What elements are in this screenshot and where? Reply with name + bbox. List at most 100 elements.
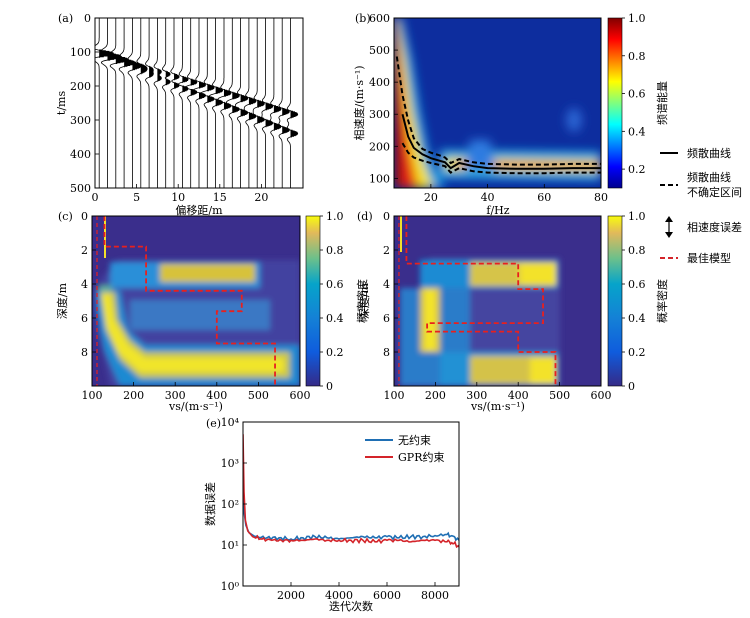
panel-e-xtick-label: 6000 xyxy=(373,589,401,602)
panel-b-series-0 xyxy=(401,113,601,170)
panel-c-ytick-label: 8 xyxy=(81,346,88,359)
panel-c-xtick-label: 400 xyxy=(206,389,227,402)
panel-a-traces xyxy=(95,18,299,188)
panel-a-xtick-label: 5 xyxy=(133,191,140,204)
panel-c-cb-label: 0.8 xyxy=(326,244,344,257)
legend-item-uncertainty-1: 频散曲线 xyxy=(687,170,731,184)
panel-a-trace-fill xyxy=(223,89,232,110)
panel-a-trace xyxy=(278,18,290,188)
legend-item-dispersion: 频散曲线 xyxy=(687,146,731,160)
panel-c-colorbar-ticks: 0 0.2 0.4 0.6 0.8 1.0 xyxy=(320,210,344,393)
panel-d-xtick-label: 400 xyxy=(508,389,529,402)
panel-a-trace xyxy=(118,18,136,188)
panel-b-ytick-label: 400 xyxy=(369,76,390,89)
panel-b-series-1 xyxy=(395,56,601,166)
panel-c-ytick-label: 0 xyxy=(81,210,88,223)
panel-b-xticks: 20 40 60 80 xyxy=(424,184,608,204)
panel-a-trace-fill xyxy=(265,102,273,128)
panel-d-cb-label: 0.2 xyxy=(628,346,646,359)
panel-e-ytick-label: 10⁴ xyxy=(221,416,240,429)
panel-a-trace xyxy=(95,18,114,188)
panel-a-ytick-label: 200 xyxy=(70,80,91,93)
panel-d-label: (d) xyxy=(357,210,373,223)
panel-a-trace-fill xyxy=(124,58,135,68)
panel-a-trace-fill xyxy=(248,97,257,121)
panel-c-xtick-label: 200 xyxy=(123,389,144,402)
panel-b-ytick-label: 200 xyxy=(369,140,390,153)
panel-a-trace-fill xyxy=(140,63,148,75)
panel-c-ytick-label: 6 xyxy=(81,312,88,325)
panel-e-series-1 xyxy=(243,434,459,549)
panel-d-xtick-label: 500 xyxy=(549,389,570,402)
panel-a-yticks: 0 100 200 300 400 500 xyxy=(70,12,99,195)
panel-a-trace-fill xyxy=(273,105,282,131)
panel-a-trace xyxy=(225,18,240,188)
panel-c-xtick-label: 300 xyxy=(165,389,186,402)
panel-b-ytick-label: 600 xyxy=(369,12,390,25)
panel-c-cb-label: 0 xyxy=(326,380,333,393)
panel-e-legend-label-0: 无约束 xyxy=(398,434,431,447)
panel-d-cb-label: 0.4 xyxy=(628,312,646,325)
panel-d-ylabel: 深度/m xyxy=(357,282,371,319)
panel-a-trace-fill xyxy=(190,78,197,96)
panel-c-colorbar-label: 概率密度 xyxy=(355,279,369,323)
panel-b-cb-label: 1.0 xyxy=(628,12,646,25)
panel-a-trace xyxy=(286,18,299,188)
panel-a-trace-fill xyxy=(282,107,290,134)
panel-e-legend: 无约束 GPR约束 xyxy=(365,434,444,464)
panel-d-xtick-label: 600 xyxy=(591,389,612,402)
panel-b-heatmap xyxy=(394,18,601,188)
panel-d-cb-label: 0.6 xyxy=(628,278,646,291)
panel-a-label: (a) xyxy=(58,12,73,25)
panel-c-xtick-label: 600 xyxy=(290,389,311,402)
panel-d-yticks: 0 2 4 6 8 xyxy=(383,210,398,359)
panel-d-cb-label: 1.0 xyxy=(628,210,646,223)
panel-d-colorbar-ticks: 0 0.2 0.4 0.6 0.8 1.0 xyxy=(622,210,646,393)
panel-e-xlabel: 迭代次数 xyxy=(329,599,373,613)
panel-a-ytick-label: 300 xyxy=(70,114,91,127)
panel-a-xtick-label: 0 xyxy=(92,191,99,204)
panel-b-ytick-label: 300 xyxy=(369,108,390,121)
panel-a-xtick-label: 10 xyxy=(171,191,185,204)
panel-d-best-model-line xyxy=(405,216,557,386)
panel-c-xtick-label: 500 xyxy=(248,389,269,402)
panel-b-ytick-label: 100 xyxy=(369,172,390,185)
panel-d-ytick-label: 6 xyxy=(383,312,390,325)
panel-e-background xyxy=(243,422,459,586)
panel-e-ytick-label: 10⁰ xyxy=(221,580,240,593)
panel-e-series-0 xyxy=(243,466,459,542)
panel-a-trace xyxy=(170,18,180,188)
panel-e-ylabel: 数据误差 xyxy=(203,482,217,526)
panel-a-trace-fill xyxy=(115,55,129,64)
panel-d-frame xyxy=(393,215,602,387)
panel-c-xticks: 100 200 300 400 500 600 xyxy=(82,382,311,402)
panel-c-heatmap xyxy=(92,216,300,386)
panel-b-yticks: 100 200 300 400 500 600 xyxy=(369,12,398,185)
panel-d-xlabel: vs/(m·s⁻¹) xyxy=(470,400,525,413)
panel-b-colorbar-label: 频谱能量 xyxy=(655,81,669,125)
panel-e-xticks: 2000 4000 6000 8000 xyxy=(277,582,449,602)
panel-c-cb-label: 0.2 xyxy=(326,346,344,359)
panel-d-colorbar-label: 概率密度 xyxy=(655,279,669,323)
panel-e-ytick-label: 10³ xyxy=(221,457,239,470)
panel-a-xtick-label: 15 xyxy=(213,191,227,204)
panel-a-ytick-label: 400 xyxy=(70,148,91,161)
legend-item-uncertainty-2: 不确定区间 xyxy=(687,185,742,199)
panel-c-xtick-label: 100 xyxy=(82,389,103,402)
panel-d-ytick-label: 4 xyxy=(383,278,390,291)
panel-b-curves xyxy=(395,56,601,175)
panel-c-yticks: 0 2 4 6 8 xyxy=(81,210,96,359)
panel-b-xlabel: f/Hz xyxy=(486,204,509,217)
panel-a-trace xyxy=(270,18,282,188)
panel-a-ytick-label: 100 xyxy=(70,46,91,59)
panel-a-trace xyxy=(127,18,142,188)
panel-b-colorbar xyxy=(607,17,623,189)
panel-e-xtick-label: 8000 xyxy=(421,589,449,602)
legend: 频散曲线 频散曲线 不确定区间 相速度误差 最佳模型 xyxy=(660,146,742,265)
legend-item-best-model: 最佳模型 xyxy=(687,251,731,265)
panel-d-ytick-label: 2 xyxy=(383,244,390,257)
legend-double-arrow-icon xyxy=(665,216,673,238)
panel-a-trace xyxy=(153,18,162,188)
panel-e-series xyxy=(243,434,459,549)
